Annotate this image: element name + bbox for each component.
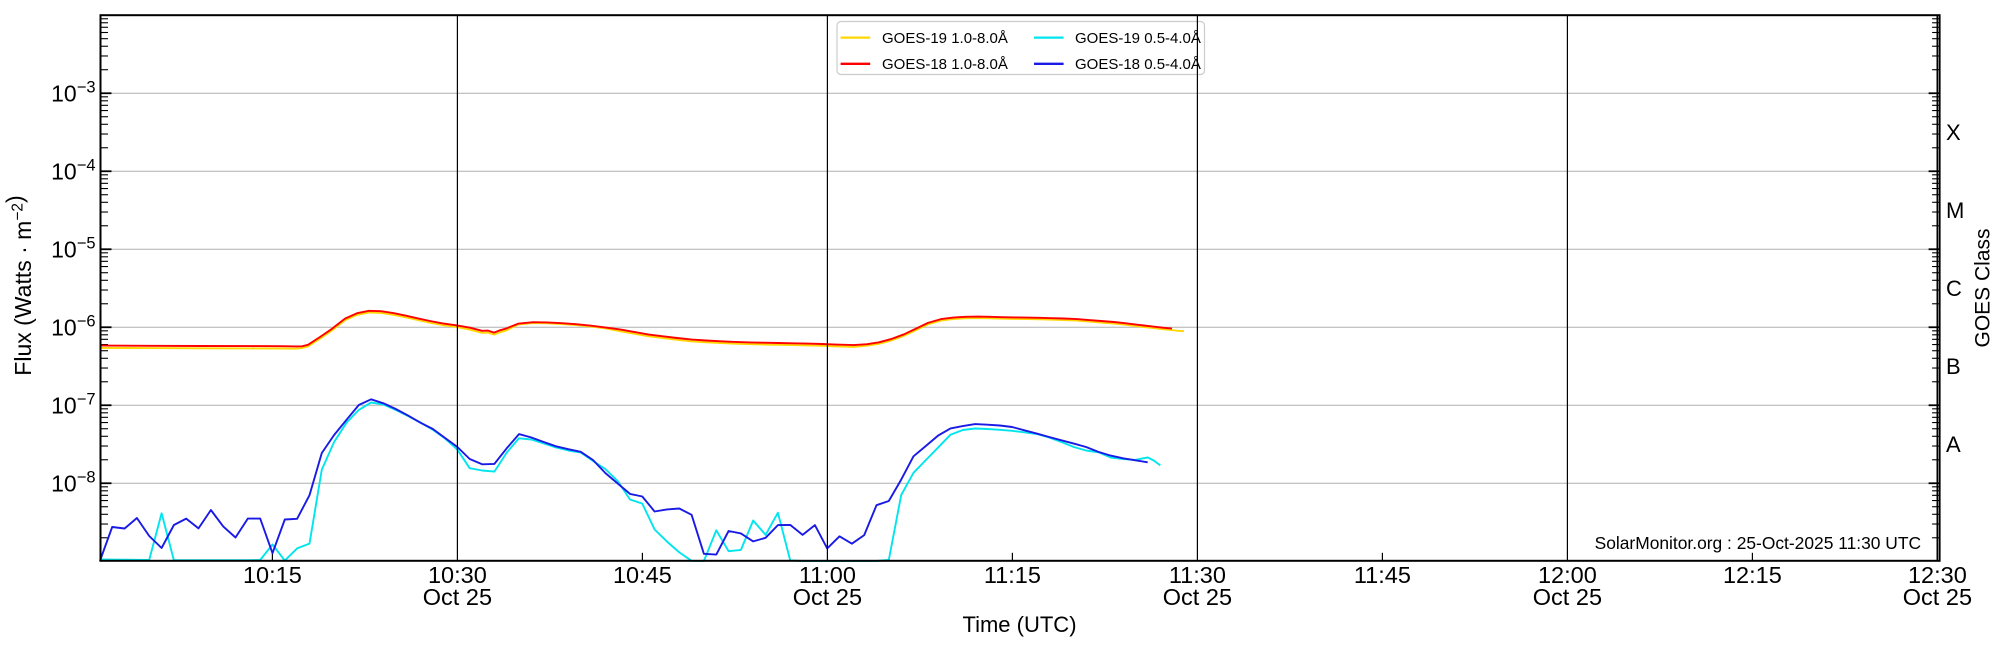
svg-text:Time (UTC): Time (UTC) — [962, 612, 1076, 637]
svg-text:GOES-18 0.5-4.0Å: GOES-18 0.5-4.0Å — [1075, 56, 1201, 73]
svg-text:Oct 25: Oct 25 — [1533, 584, 1602, 610]
svg-text:A: A — [1946, 432, 1961, 457]
svg-text:11:45: 11:45 — [1354, 562, 1411, 588]
svg-text:10:45: 10:45 — [613, 562, 672, 588]
svg-text:10:15: 10:15 — [243, 562, 302, 588]
svg-text:GOES-19 1.0-8.0Å: GOES-19 1.0-8.0Å — [882, 30, 1008, 47]
svg-text:GOES-18 1.0-8.0Å: GOES-18 1.0-8.0Å — [882, 56, 1008, 73]
svg-text:10:30: 10:30 — [428, 562, 487, 588]
svg-text:GOES-19 0.5-4.0Å: GOES-19 0.5-4.0Å — [1075, 30, 1201, 47]
svg-text:11:30: 11:30 — [1169, 562, 1226, 588]
svg-text:12:30: 12:30 — [1908, 562, 1967, 588]
svg-text:12:00: 12:00 — [1538, 562, 1597, 588]
svg-text:C: C — [1946, 276, 1962, 301]
svg-text:X: X — [1946, 120, 1961, 145]
svg-text:Oct 25: Oct 25 — [1903, 584, 1972, 610]
svg-text:M: M — [1946, 198, 1964, 223]
svg-text:SolarMonitor.org : 25-Oct-2025: SolarMonitor.org : 25-Oct-2025 11:30 UTC — [1595, 533, 1921, 553]
svg-text:11:15: 11:15 — [984, 562, 1041, 588]
svg-text:12:15: 12:15 — [1723, 562, 1782, 588]
svg-text:GOES Class: GOES Class — [1972, 228, 1995, 347]
svg-text:Oct 25: Oct 25 — [423, 584, 492, 610]
svg-text:Oct 25: Oct 25 — [793, 584, 862, 610]
svg-text:Oct 25: Oct 25 — [1163, 584, 1232, 610]
svg-text:B: B — [1946, 354, 1961, 379]
svg-text:11:00: 11:00 — [799, 562, 856, 588]
